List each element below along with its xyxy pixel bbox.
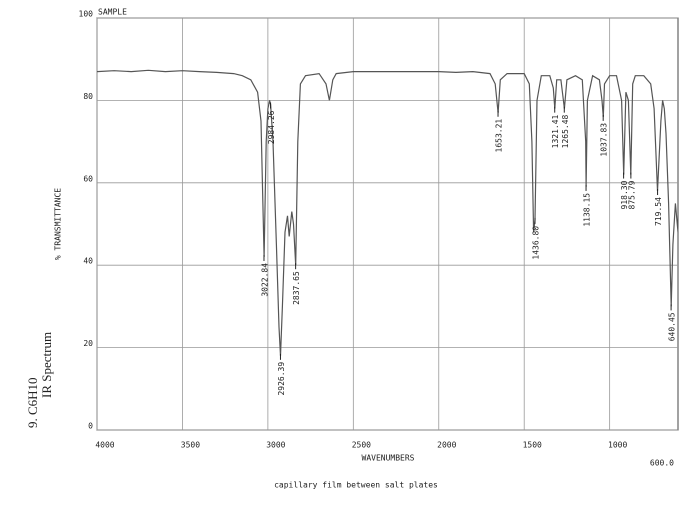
x-tick-label: 3000 [266, 441, 285, 450]
side-label: 9. C6H10 [25, 377, 40, 428]
x-axis-label: WAVENUMBERS [362, 454, 415, 463]
y-tick-label: 0 [88, 422, 93, 431]
y-tick-label: 100 [79, 10, 94, 19]
peak-label: 719.54 [654, 197, 663, 226]
x-tick-label: 4000 [95, 441, 114, 450]
y-tick-label: 40 [83, 257, 93, 266]
peak-label: 2837.65 [292, 271, 301, 305]
x-tick-label: 1500 [523, 441, 542, 450]
peak-label: 918.30 [620, 180, 629, 209]
x-tick-label: 600.0 [650, 459, 674, 468]
y-tick-label: 80 [83, 92, 93, 101]
x-tick-label: 2000 [437, 441, 456, 450]
peak-label: 1138.15 [583, 193, 592, 227]
peak-label: 3022.84 [260, 263, 269, 297]
x-tick-label: 1000 [608, 441, 627, 450]
peak-label: 1653.21 [495, 119, 504, 153]
peak-label: 1037.83 [600, 123, 609, 157]
peak-label: 875.79 [627, 180, 636, 209]
peak-label: 2926.39 [277, 362, 286, 396]
peak-label: 1321.41 [551, 114, 560, 148]
y-axis-label: % TRANSMITTANCE [54, 188, 63, 260]
chart-title: SAMPLE [98, 8, 127, 17]
peak-label: 1436.80 [532, 226, 541, 260]
y-tick-label: 20 [83, 339, 93, 348]
spectrum-line [96, 69, 679, 356]
x-tick-label: 2500 [352, 441, 371, 450]
side-label: IR Spectrum [39, 332, 54, 398]
note: capillary film between salt plates [274, 481, 438, 490]
peak-label: 640.45 [668, 312, 677, 341]
y-tick-label: 60 [83, 174, 93, 183]
peak-label: 1265.48 [561, 114, 570, 148]
x-tick-label: 3500 [181, 441, 200, 450]
peak-label: 2984.26 [267, 110, 276, 144]
